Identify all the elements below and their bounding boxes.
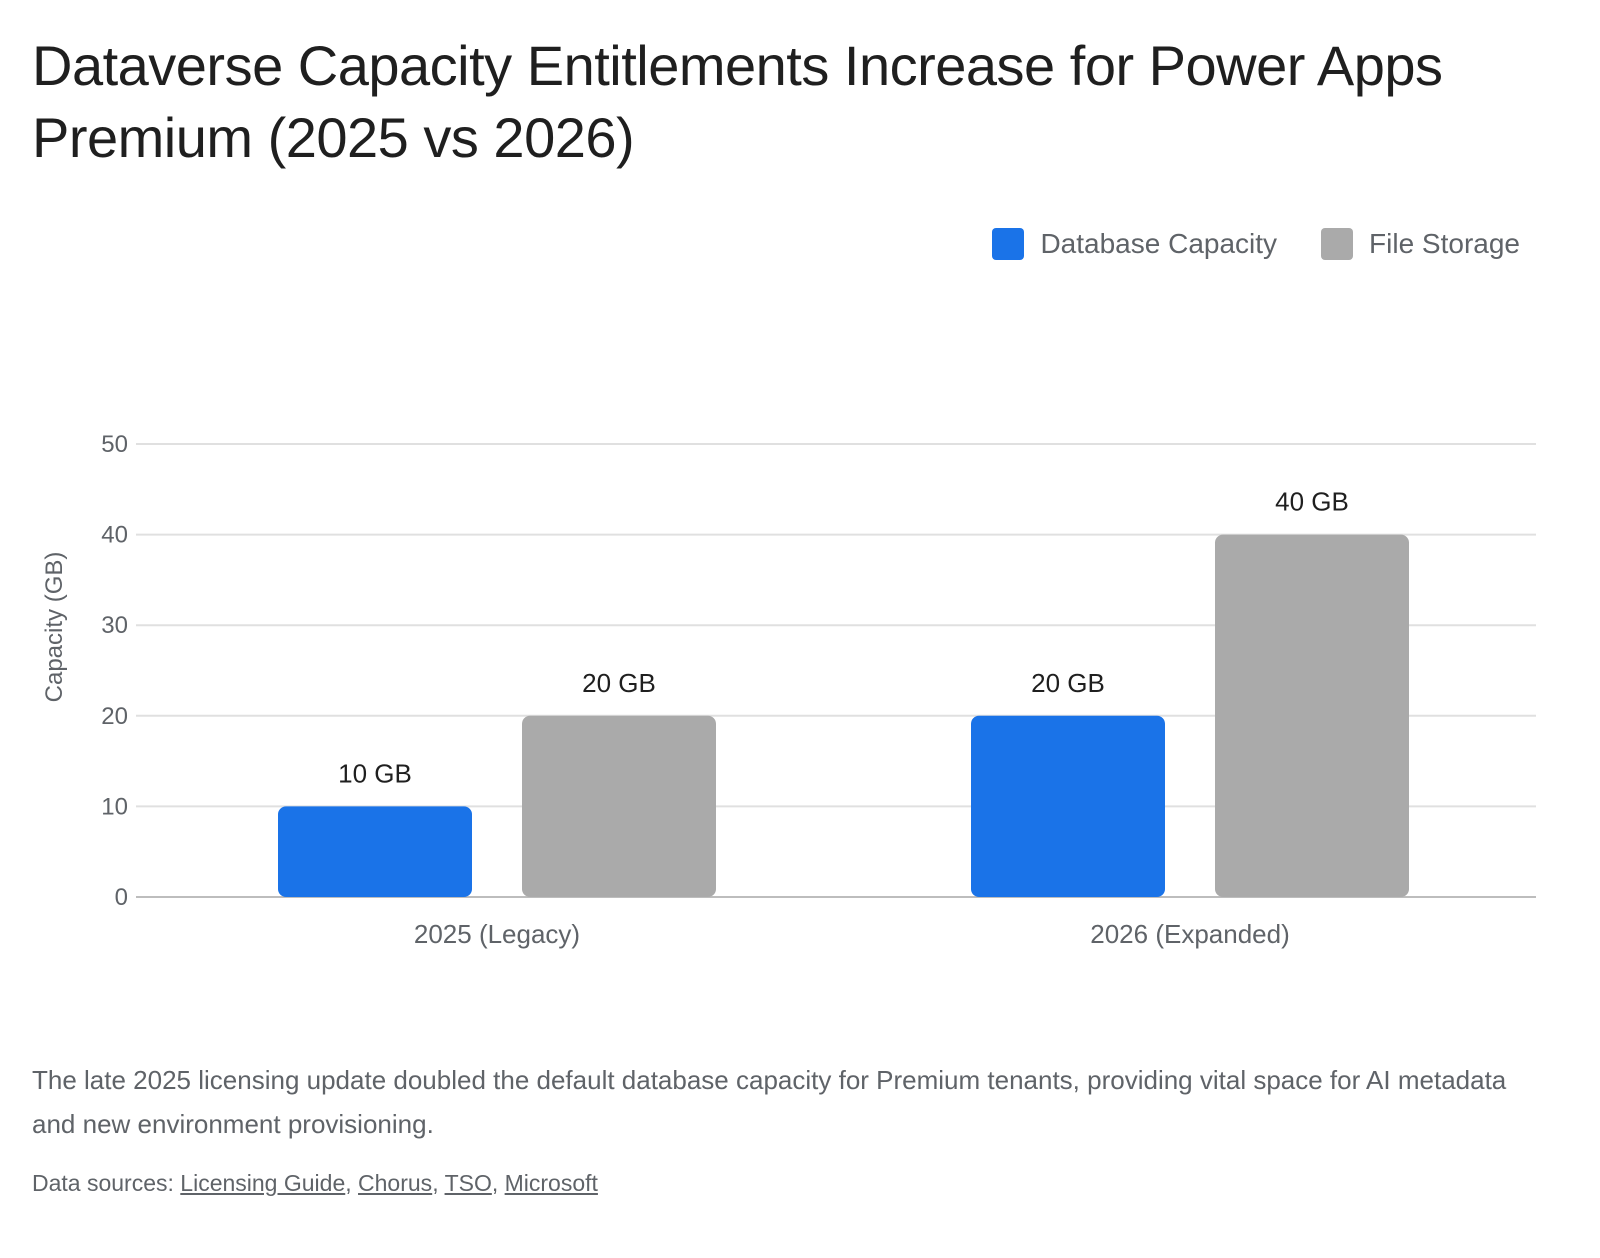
legend-label: Database Capacity <box>1040 228 1278 259</box>
legend: Database Capacity File Storage <box>992 228 1520 260</box>
y-tick-label: 10 <box>101 793 128 820</box>
y-tick-label: 20 <box>101 703 128 730</box>
bar-chart: 0 10 20 30 40 50 10 GB 20 GB 20 GB 40 GB 2025 (L… <box>41 431 1536 949</box>
chart-title: Dataverse Capacity Entitlements Increase… <box>32 34 1443 169</box>
data-sources: Data sources: Licensing Guide, Chorus, T… <box>32 1170 598 1196</box>
bar-database-capacity-1[interactable] <box>971 715 1165 897</box>
source-link-tso[interactable]: TSO <box>444 1170 492 1196</box>
y-tick-label: 0 <box>115 884 128 911</box>
x-category-label: 2026 (Expanded) <box>1090 919 1289 949</box>
source-link-microsoft[interactable]: Microsoft <box>504 1170 598 1196</box>
x-axis-categories: 2025 (Legacy) 2026 (Expanded) <box>414 919 1290 949</box>
legend-label: File Storage <box>1369 228 1520 259</box>
x-category-label: 2025 (Legacy) <box>414 919 580 949</box>
data-label: 40 GB <box>1275 487 1349 517</box>
bar-file-storage-1[interactable] <box>1215 534 1409 897</box>
legend-swatch-database-capacity <box>992 228 1025 260</box>
chart-caption: The late 2025 licensing update doubled t… <box>32 1065 1507 1139</box>
bar-file-storage-0[interactable] <box>522 715 716 897</box>
bar-database-capacity-0[interactable] <box>278 806 472 897</box>
y-axis-ticks: 0 10 20 30 40 50 <box>101 431 128 911</box>
data-label: 20 GB <box>1031 668 1105 698</box>
bars <box>278 534 1409 897</box>
legend-item-database-capacity[interactable]: Database Capacity <box>992 228 1277 260</box>
data-labels: 10 GB 20 GB 20 GB 40 GB <box>338 487 1349 789</box>
sources-prefix: Data sources: <box>32 1170 181 1196</box>
data-label: 20 GB <box>582 668 656 698</box>
y-axis-title: Capacity (GB) <box>41 552 68 703</box>
legend-swatch-file-storage <box>1321 228 1354 260</box>
y-tick-label: 30 <box>101 612 128 639</box>
source-link-chorus[interactable]: Chorus <box>358 1170 433 1196</box>
y-tick-label: 50 <box>101 431 128 458</box>
y-tick-label: 40 <box>101 522 128 549</box>
legend-item-file-storage[interactable]: File Storage <box>1321 228 1520 260</box>
source-link-licensing-guide[interactable]: Licensing Guide <box>180 1170 346 1196</box>
data-label: 10 GB <box>338 758 412 788</box>
